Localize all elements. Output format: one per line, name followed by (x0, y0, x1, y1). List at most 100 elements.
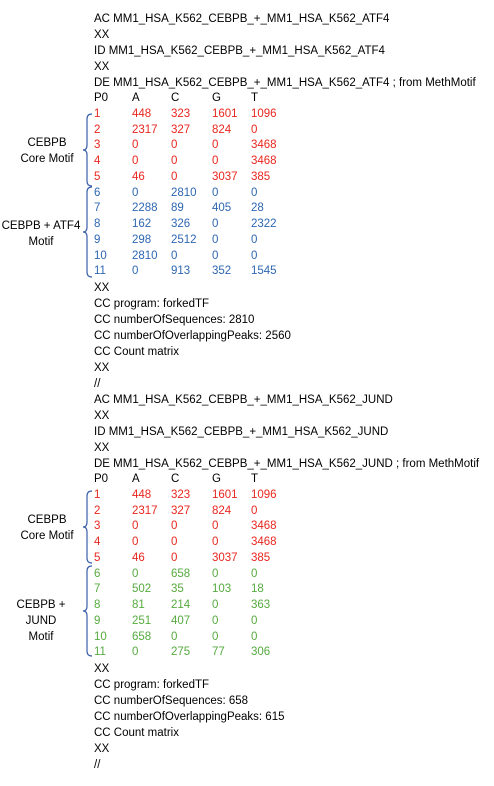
matrix-row: 4 0 0 0 3468 (94, 535, 492, 551)
matrix-cell: 385 (251, 170, 271, 183)
matrix-cell: 4 (94, 536, 101, 548)
matrix-row: 7 2288 89 405 28 (94, 201, 492, 217)
matrix-cell: 7 (94, 202, 101, 215)
core-matrix-rows: 1 448 323 1601 1096 2 2317 327 824 0 3 0 0 0 3468 4 0… (94, 488, 492, 567)
matrix-cell: 323 (171, 488, 191, 501)
description-line: DE MM1_HSA_K562_CEBPB_+_MM1_HSA_K562_ATF… (94, 77, 476, 89)
matrix-cell: 11 (94, 646, 106, 659)
matrix-cell: 658 (132, 630, 152, 643)
matrix-row: 7 502 35 103 18 (94, 582, 492, 598)
matrix-cell: 3468 (251, 139, 277, 152)
matrix-cell: 89 (171, 202, 184, 215)
matrix-cell: 0 (171, 170, 178, 183)
matrix-cell: 448 (132, 488, 152, 501)
matrix-row: 5 46 0 3037 385 (94, 551, 492, 567)
matrix-cell: 3468 (251, 520, 277, 533)
matrix-cell: 405 (212, 202, 232, 215)
matrix-cell: 0 (212, 155, 219, 167)
matrix-cell: 3037 (212, 551, 238, 564)
matrix-cell: 0 (171, 139, 178, 152)
matrix-cell: 9 (94, 233, 101, 246)
core-motif-label-1: CEBPB Core Motif (12, 135, 82, 167)
id-line: ID MM1_HSA_K562_CEBPB_+_MM1_HSA_K562_JUN… (94, 426, 389, 438)
matrix-cell: 0 (132, 520, 139, 533)
matrix-cell: 0 (212, 536, 219, 548)
accession-line: AC MM1_HSA_K562_CEBPB_+_MM1_HSA_K562_JUN… (94, 394, 393, 406)
core-motif-label-2-line1: CEBPB (27, 514, 67, 526)
id-line: ID MM1_HSA_K562_CEBPB_+_MM1_HSA_K562_ATF… (94, 45, 385, 57)
matrix-cell: 2288 (132, 202, 158, 215)
jund-motif-label-line2: Motif (28, 631, 54, 643)
matrix-cell: 326 (171, 218, 191, 230)
matrix-cell: 1 (94, 107, 101, 120)
comment-peaks: CC numberOfOverlappingPeaks: 2560 (94, 330, 291, 342)
separator-line: XX (94, 410, 110, 422)
matrix-cell: 824 (212, 123, 232, 136)
matrix-row: 2 2317 327 824 0 (94, 504, 492, 520)
core-motif-brace-1 (82, 113, 93, 187)
separator-line: XX (94, 663, 110, 675)
matrix-cell: 0 (251, 614, 258, 627)
matrix-cell: 0 (132, 265, 139, 278)
matrix-cell: 0 (251, 567, 258, 580)
matrix-cell: 4 (94, 155, 101, 167)
matrix-cell: 0 (212, 567, 219, 580)
matrix-row: 4 0 0 0 3468 (94, 154, 492, 170)
matrix-cell: 0 (251, 630, 258, 643)
header-c: C (171, 92, 180, 104)
matrix-cell: 275 (171, 646, 191, 659)
matrix-cell: 3468 (251, 155, 277, 167)
core-motif-label-1-line1: CEBPB (27, 137, 67, 149)
matrix-cell: 298 (132, 233, 152, 246)
matrix-cell: 0 (171, 520, 178, 533)
atf4-motif-label: CEBPB + ATF4 Motif (0, 218, 82, 250)
core-motif-label-1-line2: Core Motif (20, 153, 74, 165)
matrix-header: P0 A C G T (94, 91, 492, 107)
matrix-cell: 28 (251, 202, 264, 215)
matrix-cell: 6 (94, 567, 101, 580)
comment-program: CC program: forkedTF (94, 679, 210, 691)
matrix-cell: 10 (94, 630, 107, 643)
matrix-cell: 9 (94, 614, 101, 627)
matrix-cell: 214 (171, 599, 191, 611)
matrix-cell: 2810 (132, 249, 158, 262)
matrix-row: 11 0 275 77 306 (94, 645, 492, 661)
matrix-cell: 1601 (212, 488, 238, 501)
matrix-cell: 2 (94, 123, 101, 136)
comment-peaks: CC numberOfOverlappingPeaks: 615 (94, 711, 285, 723)
separator-line: XX (94, 743, 110, 755)
matrix-row: 3 0 0 0 3468 (94, 519, 492, 535)
matrix-cell: 1096 (251, 107, 277, 120)
matrix-cell: 0 (171, 155, 178, 167)
matrix-row: 1 448 323 1601 1096 (94, 488, 492, 504)
matrix-cell: 0 (212, 233, 219, 246)
matrix-cell: 327 (171, 123, 191, 136)
atf4-motif-label-line1: CEBPB + ATF4 (1, 220, 81, 232)
matrix-row: 1 448 323 1601 1096 (94, 107, 492, 123)
matrix-cell: 5 (94, 170, 101, 183)
matrix-cell: 251 (132, 614, 152, 627)
comment-sequences: CC numberOfSequences: 2810 (94, 314, 255, 326)
matrix-cell: 18 (251, 583, 264, 596)
matrix-cell: 913 (171, 265, 191, 278)
matrix-cell: 162 (132, 218, 152, 230)
accession-line: AC MM1_HSA_K562_CEBPB_+_MM1_HSA_K562_ATF… (94, 13, 390, 25)
matrix-row: 2 2317 327 824 0 (94, 123, 492, 139)
matrix-row: 6 0 2810 0 0 (94, 186, 492, 202)
record-end: // (94, 378, 101, 390)
matrix-cell: 81 (132, 599, 145, 611)
core-motif-brace-2 (82, 490, 93, 564)
matrix-cell: 77 (212, 646, 225, 659)
atf4-motif-brace (82, 186, 93, 278)
matrix-cell: 3 (94, 520, 101, 533)
separator-line: XX (94, 442, 110, 454)
matrix-cell: 0 (212, 520, 219, 533)
matrix-cell: 352 (212, 265, 232, 278)
comment-program: CC program: forkedTF (94, 298, 210, 310)
matrix-cell: 306 (251, 646, 271, 659)
header-t: T (251, 92, 259, 104)
matrix-cell: 1601 (212, 107, 238, 120)
matrix-cell: 0 (251, 123, 258, 136)
atf4-motif-label-line2: Motif (28, 236, 54, 248)
matrix-cell: 407 (171, 614, 191, 627)
